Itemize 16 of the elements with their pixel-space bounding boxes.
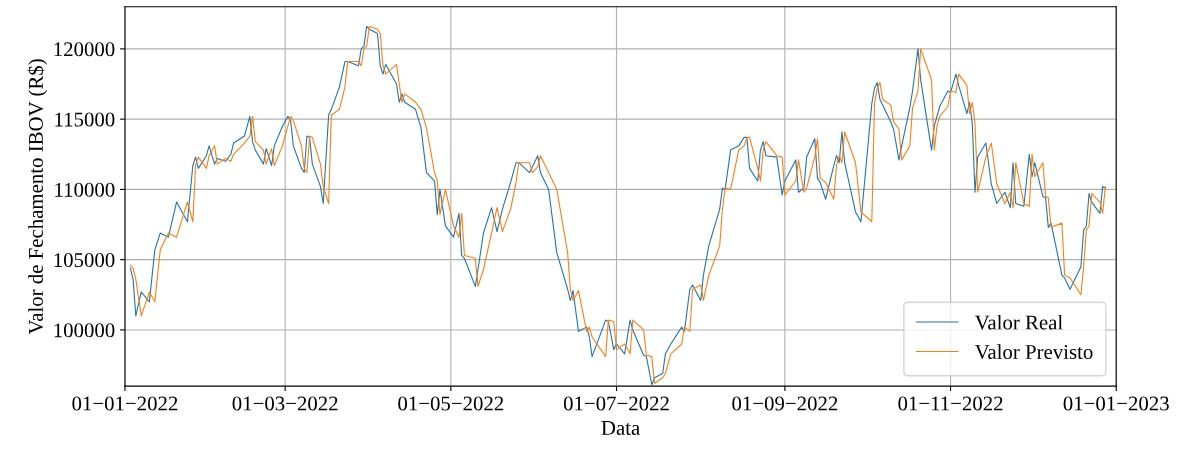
x-tick-label: 01−11−2022 — [898, 396, 1003, 411]
y-tick-label: 105000 — [54, 253, 115, 268]
y-tick-label: 120000 — [54, 42, 115, 57]
y-tick-label: 100000 — [54, 323, 115, 338]
y-axis-title: Valor de Fechamento IBOV (R$) — [27, 59, 48, 335]
y-tick-label: 110000 — [55, 182, 115, 197]
x-tick-label: 01−07−2022 — [563, 396, 669, 411]
y-tick-label: 115000 — [55, 112, 115, 127]
x-tick-label: 01−01−2023 — [1063, 396, 1169, 411]
x-tick-label: 01−05−2022 — [398, 396, 504, 411]
legend-label: Valor Previsto — [974, 344, 1093, 360]
x-tick-label: 01−03−2022 — [232, 396, 338, 411]
x-axis-title: Data — [601, 421, 640, 435]
x-tick-label: 01−09−2022 — [732, 396, 838, 411]
legend-label: Valor Real — [974, 314, 1063, 330]
x-tick-label: 01−01−2022 — [72, 396, 178, 411]
